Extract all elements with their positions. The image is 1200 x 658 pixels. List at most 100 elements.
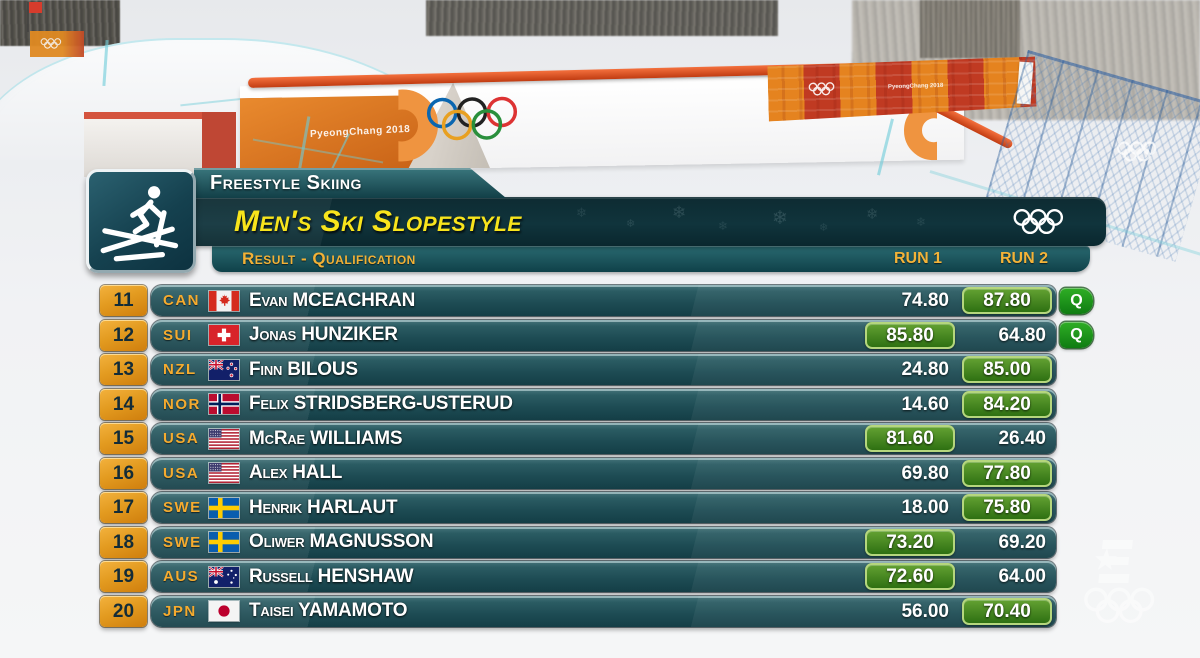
rank-badge: 14	[100, 388, 147, 420]
snowflake-icon	[672, 203, 686, 223]
qualified-badge: Q	[1060, 322, 1093, 348]
result-row: 20 JPN Taisei YAMAMOTO 56.00 70.40	[100, 595, 1056, 627]
skier-icon	[100, 186, 179, 262]
country-flag-icon	[209, 601, 239, 621]
snowflake-icon	[718, 219, 728, 233]
rank-badge: 15	[100, 423, 147, 454]
rank-badge: 11	[100, 285, 147, 316]
result-subtitle-bar: Result - Qualification RUN 1 RUN 2	[212, 246, 1090, 272]
olympic-rings-icon	[1013, 209, 1064, 235]
freestyle-skiing-pictogram-icon	[86, 169, 196, 273]
country-code: NOR	[163, 395, 201, 413]
rank-badge: 13	[100, 354, 147, 385]
course-feature-box-side	[202, 112, 236, 170]
rank-badge: 20	[100, 595, 147, 627]
country-code: USA	[163, 430, 200, 447]
run2-score: 85.00	[962, 356, 1052, 383]
country-code: JPN	[163, 602, 197, 620]
result-row: 11 CAN Evan MCEACHRAN 74.80 87.80 Q	[100, 285, 1093, 316]
country-code: SUI	[163, 326, 193, 344]
athlete-bar: USA McRae WILLIAMS 81.60 26.40	[151, 423, 1056, 454]
athlete-name: Finn BILOUS	[249, 358, 358, 380]
flag-pole	[27, 2, 29, 32]
result-row: 14 NOR Felix STRIDSBERG-USTERUD 14.60 84…	[100, 388, 1056, 420]
country-flag-icon	[209, 497, 239, 518]
country-flag-icon	[209, 532, 239, 552]
athlete-name: Evan MCEACHRAN	[249, 289, 416, 311]
athlete-bar: USA Alex HALL 69.80 77.80	[151, 457, 1056, 489]
olympic-rings-icon	[40, 38, 62, 49]
snowflake-icon	[626, 217, 635, 230]
athlete-bar: NZL Finn BILOUS 24.80 85.00	[151, 354, 1056, 385]
olympic-rings-icon	[1117, 141, 1157, 162]
run1-score: 74.80	[901, 290, 949, 311]
athlete-bar: JPN Taisei YAMAMOTO 56.00 70.40	[151, 595, 1056, 627]
result-row: 15 USA McRae WILLIAMS 81.60 26.40	[100, 423, 1056, 454]
country-code: SWE	[163, 533, 202, 551]
run2-score: 69.20	[998, 531, 1046, 553]
run2-score: 84.20	[962, 390, 1052, 418]
sport-label: Freestyle Skiing	[194, 168, 506, 198]
result-row: 13 NZL Finn BILOUS 24.80 85.00	[100, 354, 1056, 385]
athlete-bar: SUI Jonas HUNZIKER 85.80 64.80	[151, 319, 1056, 351]
country-flag-icon	[209, 463, 239, 483]
athlete-bar: SWE Henrik HARLAUT 18.00 75.80	[151, 492, 1056, 523]
snowflake-icon	[866, 205, 879, 223]
run1-score: 72.60	[865, 563, 955, 590]
eurosport-logo-icon	[1095, 540, 1133, 583]
snowflake-icon	[772, 207, 788, 230]
event-title-bar: Men's Ski Slopestyle	[194, 197, 1106, 246]
rank-badge: 17	[100, 492, 147, 523]
snowflake-icon	[819, 221, 828, 234]
run1-score: 56.00	[901, 600, 949, 622]
run2-score: 26.40	[998, 428, 1046, 449]
run2-score: 77.80	[962, 459, 1052, 487]
olympic-rings-icon	[808, 82, 838, 97]
olympic-rings-icon	[1084, 587, 1155, 624]
country-code: USA	[163, 464, 200, 482]
run2-score: 64.80	[998, 324, 1046, 346]
athlete-name: Henrik HARLAUT	[249, 496, 398, 518]
banner-text: PyeongChang 2018	[887, 82, 944, 91]
event-title: Men's Ski Slopestyle	[234, 205, 522, 238]
qualified-badge-text: Q	[1070, 326, 1083, 343]
athlete-name: Jonas HUNZIKER	[249, 324, 398, 345]
country-code: AUS	[163, 568, 200, 585]
athlete-bar: SWE Oliwer MAGNUSSON 73.20 69.20	[151, 526, 1056, 558]
athlete-name: Alex HALL	[249, 462, 343, 483]
banner-fence: PyeongChang 2018	[767, 57, 1036, 122]
small-banner	[30, 31, 84, 57]
run2-score: 87.80	[962, 287, 1052, 314]
rail-banner-wall: PyeongChang 2018	[240, 73, 964, 173]
result-row: 12 SUI Jonas HUNZIKER 85.80 64.80 Q	[100, 319, 1093, 351]
trees-center	[426, 0, 778, 36]
results-table: 11 CAN Evan MCEACHRAN 74.80 87.80 Q 12 S…	[100, 285, 1093, 630]
column-header-run2: RUN 2	[999, 250, 1048, 267]
run1-score: 24.80	[901, 359, 949, 380]
athlete-name: McRae WILLIAMS	[249, 427, 403, 449]
rank-badge: 12	[100, 319, 147, 351]
qualified-badge-text: Q	[1070, 291, 1083, 309]
result-row: 17 SWE Henrik HARLAUT 18.00 75.80	[100, 492, 1056, 523]
athlete-bar: CAN Evan MCEACHRAN 74.80 87.80	[151, 285, 1056, 316]
result-row: 16 USA Alex HALL 69.80 77.80	[100, 457, 1056, 489]
athlete-name: Taisei YAMAMOTO	[249, 600, 408, 621]
column-header-run1: RUN 1	[893, 250, 942, 267]
country-flag-icon	[209, 359, 239, 380]
athlete-bar: AUS Russell HENSHAW 72.60 64.00	[151, 561, 1056, 592]
run1-score: 81.60	[865, 425, 955, 452]
country-code: CAN	[163, 292, 200, 309]
snowflake-icon	[576, 205, 587, 221]
run1-score: 18.00	[901, 497, 949, 518]
run1-score: 69.80	[901, 462, 949, 484]
run1-score: 85.80	[865, 321, 955, 349]
rank-badge: 19	[100, 561, 147, 592]
result-subtitle: Result - Qualification	[242, 249, 416, 268]
country-flag-icon	[209, 566, 239, 587]
run1-score: 14.60	[901, 393, 949, 415]
olympic-rings-colored-icon	[426, 96, 518, 141]
country-code: NZL	[163, 361, 197, 378]
run2-score: 70.40	[962, 597, 1052, 625]
trees-right-dark	[920, 0, 1020, 58]
